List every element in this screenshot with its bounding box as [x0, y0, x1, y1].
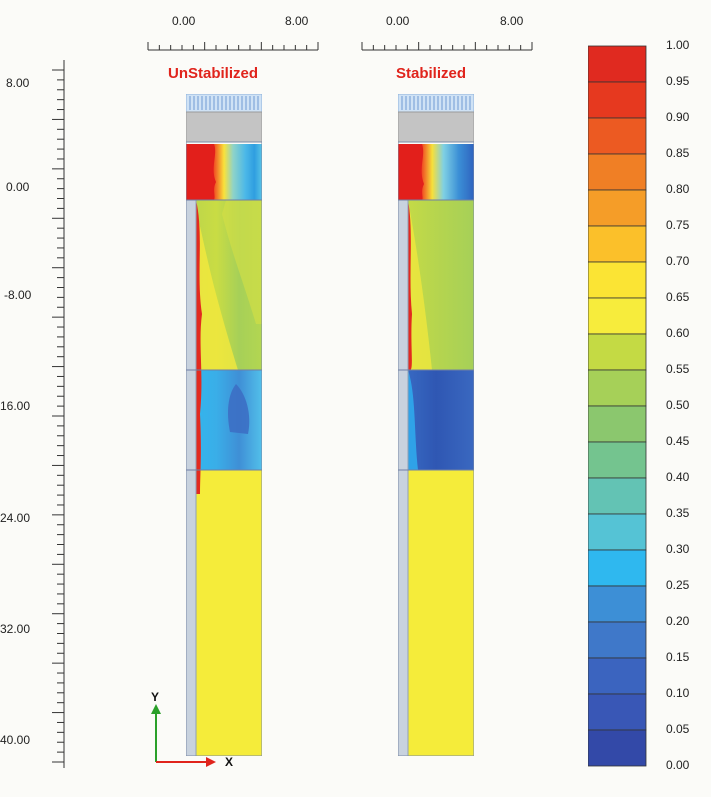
colorbar-label: 0.60	[666, 326, 690, 340]
colorbar-band	[588, 405, 647, 443]
colorbar-label: 0.10	[666, 686, 690, 700]
colorbar-band	[588, 297, 647, 335]
x-axis-right	[361, 42, 533, 51]
y-axis-label-6: 32.00	[0, 622, 31, 636]
colorbar-label: 0.65	[666, 290, 690, 304]
colorbar-band	[588, 333, 647, 371]
colorbar	[588, 45, 647, 767]
colorbar-band	[588, 477, 647, 515]
colorbar-band	[588, 117, 647, 155]
panel-title-stabilized: Stabilized	[396, 65, 467, 82]
colorbar-label: 0.00	[666, 758, 690, 772]
colorbar-band	[588, 81, 647, 119]
contour-column-stabilized	[398, 94, 474, 756]
x-axis-left	[147, 42, 319, 51]
colorbar-band	[588, 441, 647, 479]
colorbar-label: 0.70	[666, 254, 690, 268]
y-axis-label-1: 8.00	[6, 76, 30, 90]
colorbar-label: 0.45	[666, 434, 690, 448]
y-axis-label-7: 40.00	[0, 733, 31, 747]
y-axis-label-5: 24.00	[0, 511, 31, 525]
colorbar-label: 0.20	[666, 614, 690, 628]
coordinate-y-label: Y	[151, 690, 160, 704]
colorbar-band	[588, 621, 647, 659]
y-axis-label-2: 0.00	[6, 180, 30, 194]
colorbar-label: 0.05	[666, 722, 690, 736]
colorbar-label: 0.30	[666, 542, 690, 556]
colorbar-band	[588, 585, 647, 623]
x-axis-left-max-label: 8.00	[285, 14, 309, 28]
colorbar-band	[588, 513, 647, 551]
colorbar-band	[588, 225, 647, 263]
x-axis-right-max-label: 8.00	[500, 14, 524, 28]
y-axis-label-3: -8.00	[4, 288, 32, 302]
y-axis	[52, 60, 65, 768]
colorbar-band	[588, 45, 647, 83]
colorbar-label: 0.55	[666, 362, 690, 376]
coordinate-x-label: X	[225, 755, 234, 769]
y-axis-label-4: 16.00	[0, 399, 31, 413]
x-axis-right-min-label: 0.00	[386, 14, 410, 28]
colorbar-label: 1.00	[666, 38, 690, 52]
colorbar-band	[588, 369, 647, 407]
colorbar-label: 0.95	[666, 74, 690, 88]
top-x-axes	[147, 42, 533, 51]
panel-title-unstabilized: UnStabilized	[168, 65, 259, 82]
colorbar-band	[588, 657, 647, 695]
colorbar-band	[588, 693, 647, 731]
colorbar-label: 0.75	[666, 218, 690, 232]
colorbar-band	[588, 153, 647, 191]
colorbar-band	[588, 189, 647, 227]
colorbar-label: 0.90	[666, 110, 690, 124]
contour-column-unstabilized	[186, 94, 262, 756]
colorbar-label: 0.15	[666, 650, 690, 664]
colorbar-label: 0.35	[666, 506, 690, 520]
colorbar-band	[588, 549, 647, 587]
colorbar-band	[588, 729, 647, 767]
colorbar-label: 0.85	[666, 146, 690, 160]
colorbar-label: 0.40	[666, 470, 690, 484]
x-axis-left-min-label: 0.00	[172, 14, 196, 28]
colorbar-label: 0.80	[666, 182, 690, 196]
coordinate-axes-indicator	[151, 704, 216, 767]
colorbar-band	[588, 261, 647, 299]
colorbar-label: 0.50	[666, 398, 690, 412]
colorbar-label: 0.25	[666, 578, 690, 592]
